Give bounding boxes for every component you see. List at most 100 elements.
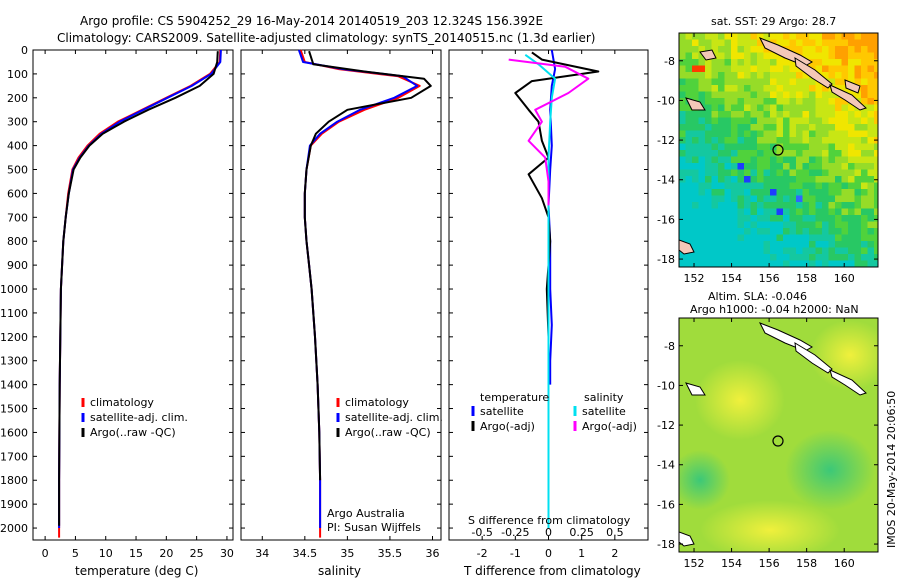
sst-cell (841, 104, 849, 112)
argo-australia-label: Argo Australia (327, 507, 405, 520)
sst-cell (789, 130, 797, 138)
sst-cell (802, 182, 810, 190)
sst-cell (770, 156, 777, 164)
sst-cell (698, 124, 706, 131)
sst-cell (698, 98, 706, 105)
sst-cell (835, 65, 842, 73)
sst-cell (750, 221, 758, 229)
sst-cell (848, 52, 855, 60)
sst-cell (705, 111, 712, 118)
sst-cell (776, 156, 784, 164)
sst-cell (718, 137, 725, 144)
sst-cell (822, 124, 829, 131)
sst-cell (724, 65, 732, 73)
sst-cell (867, 189, 875, 196)
sst-cell (737, 130, 745, 138)
sst-cell (776, 176, 784, 183)
x-tick-label: -1 (510, 547, 521, 560)
sst-cell (815, 182, 823, 190)
sst-cell (867, 65, 875, 73)
sst-cell (835, 260, 842, 267)
sst-cell (802, 189, 810, 196)
sst-cell (763, 195, 771, 203)
sst-cell (867, 260, 875, 267)
x-tick-label: -2 (477, 547, 488, 560)
sst-cell (679, 104, 686, 112)
sst-cell (744, 98, 751, 105)
sst-cell (731, 176, 738, 183)
sst-cell (855, 267, 862, 274)
sst-cell (718, 208, 725, 216)
sst-cell (776, 98, 784, 105)
sst-cell (874, 260, 878, 267)
sst-cell (692, 124, 699, 131)
sst-cell (848, 234, 855, 242)
sst-cell (705, 39, 712, 47)
sst-cell (744, 150, 751, 157)
sst-cell (737, 208, 745, 216)
sst-cell (828, 98, 836, 105)
sst-cell (776, 143, 784, 151)
sst-cell (789, 208, 797, 216)
sst-cell (711, 150, 719, 157)
sst-cell (828, 247, 836, 255)
y-tick-label: -8 (664, 55, 675, 68)
sla-high-region (700, 500, 840, 552)
sst-cell (692, 46, 699, 53)
sst-cell (874, 143, 878, 151)
sst-cell (776, 234, 784, 242)
sst-cell (718, 221, 725, 229)
sst-cell (692, 143, 699, 151)
sst-cell (841, 39, 849, 47)
sst-cell (841, 85, 849, 92)
sst-cell (828, 208, 836, 216)
sst-cell (770, 33, 777, 40)
sst-cell (867, 150, 875, 157)
sst-cell (757, 176, 764, 183)
sst-cell (731, 143, 738, 151)
sst-cell (835, 124, 842, 131)
sst-cell (848, 176, 855, 183)
sst-cell (757, 39, 764, 47)
sst-cell (711, 189, 719, 196)
sst-cell (776, 254, 784, 261)
sst-cell (763, 169, 771, 177)
sst-cell (874, 182, 878, 190)
sst-cell (809, 241, 816, 248)
legend-satellite-label: satellite-adj. clim. (90, 411, 188, 424)
sst-cell (835, 195, 842, 203)
sst-cell (815, 85, 823, 92)
sst-cell (718, 163, 725, 170)
sst-cell (750, 202, 758, 209)
sst-cell (750, 46, 758, 53)
sst-cell (757, 143, 764, 151)
y-tick-label: 1200 (0, 331, 28, 344)
sst-cell (835, 169, 842, 177)
y-tick-label: 600 (7, 187, 28, 200)
sst-cell (744, 195, 751, 203)
sst-cell (835, 202, 842, 209)
sst-cell (835, 78, 842, 86)
sst-cell (822, 117, 829, 125)
sst-cell (679, 169, 686, 177)
sst-cell (718, 46, 725, 53)
sst-cell (867, 143, 875, 151)
sst-cell (861, 208, 868, 216)
sst-cell (731, 241, 738, 248)
sst-cell (685, 169, 693, 177)
sst-cell (744, 39, 751, 47)
sst-cell (874, 189, 878, 196)
sst-cell (822, 91, 829, 99)
sst-cell (750, 33, 758, 40)
sst-cell (724, 124, 732, 131)
sst-cell (685, 91, 693, 99)
sst-map-axis: 152 154 156 158 160 -8 -10 -12 -14 -16 -18 (657, 33, 878, 285)
sst-cell (698, 137, 706, 144)
sst-cell (724, 117, 732, 125)
sst-cell (854, 163, 862, 170)
sst-cell (861, 65, 868, 73)
sst-cell (731, 208, 738, 216)
sst-cell (705, 98, 712, 105)
sst-cell (698, 169, 706, 177)
sst-cell (789, 221, 797, 229)
